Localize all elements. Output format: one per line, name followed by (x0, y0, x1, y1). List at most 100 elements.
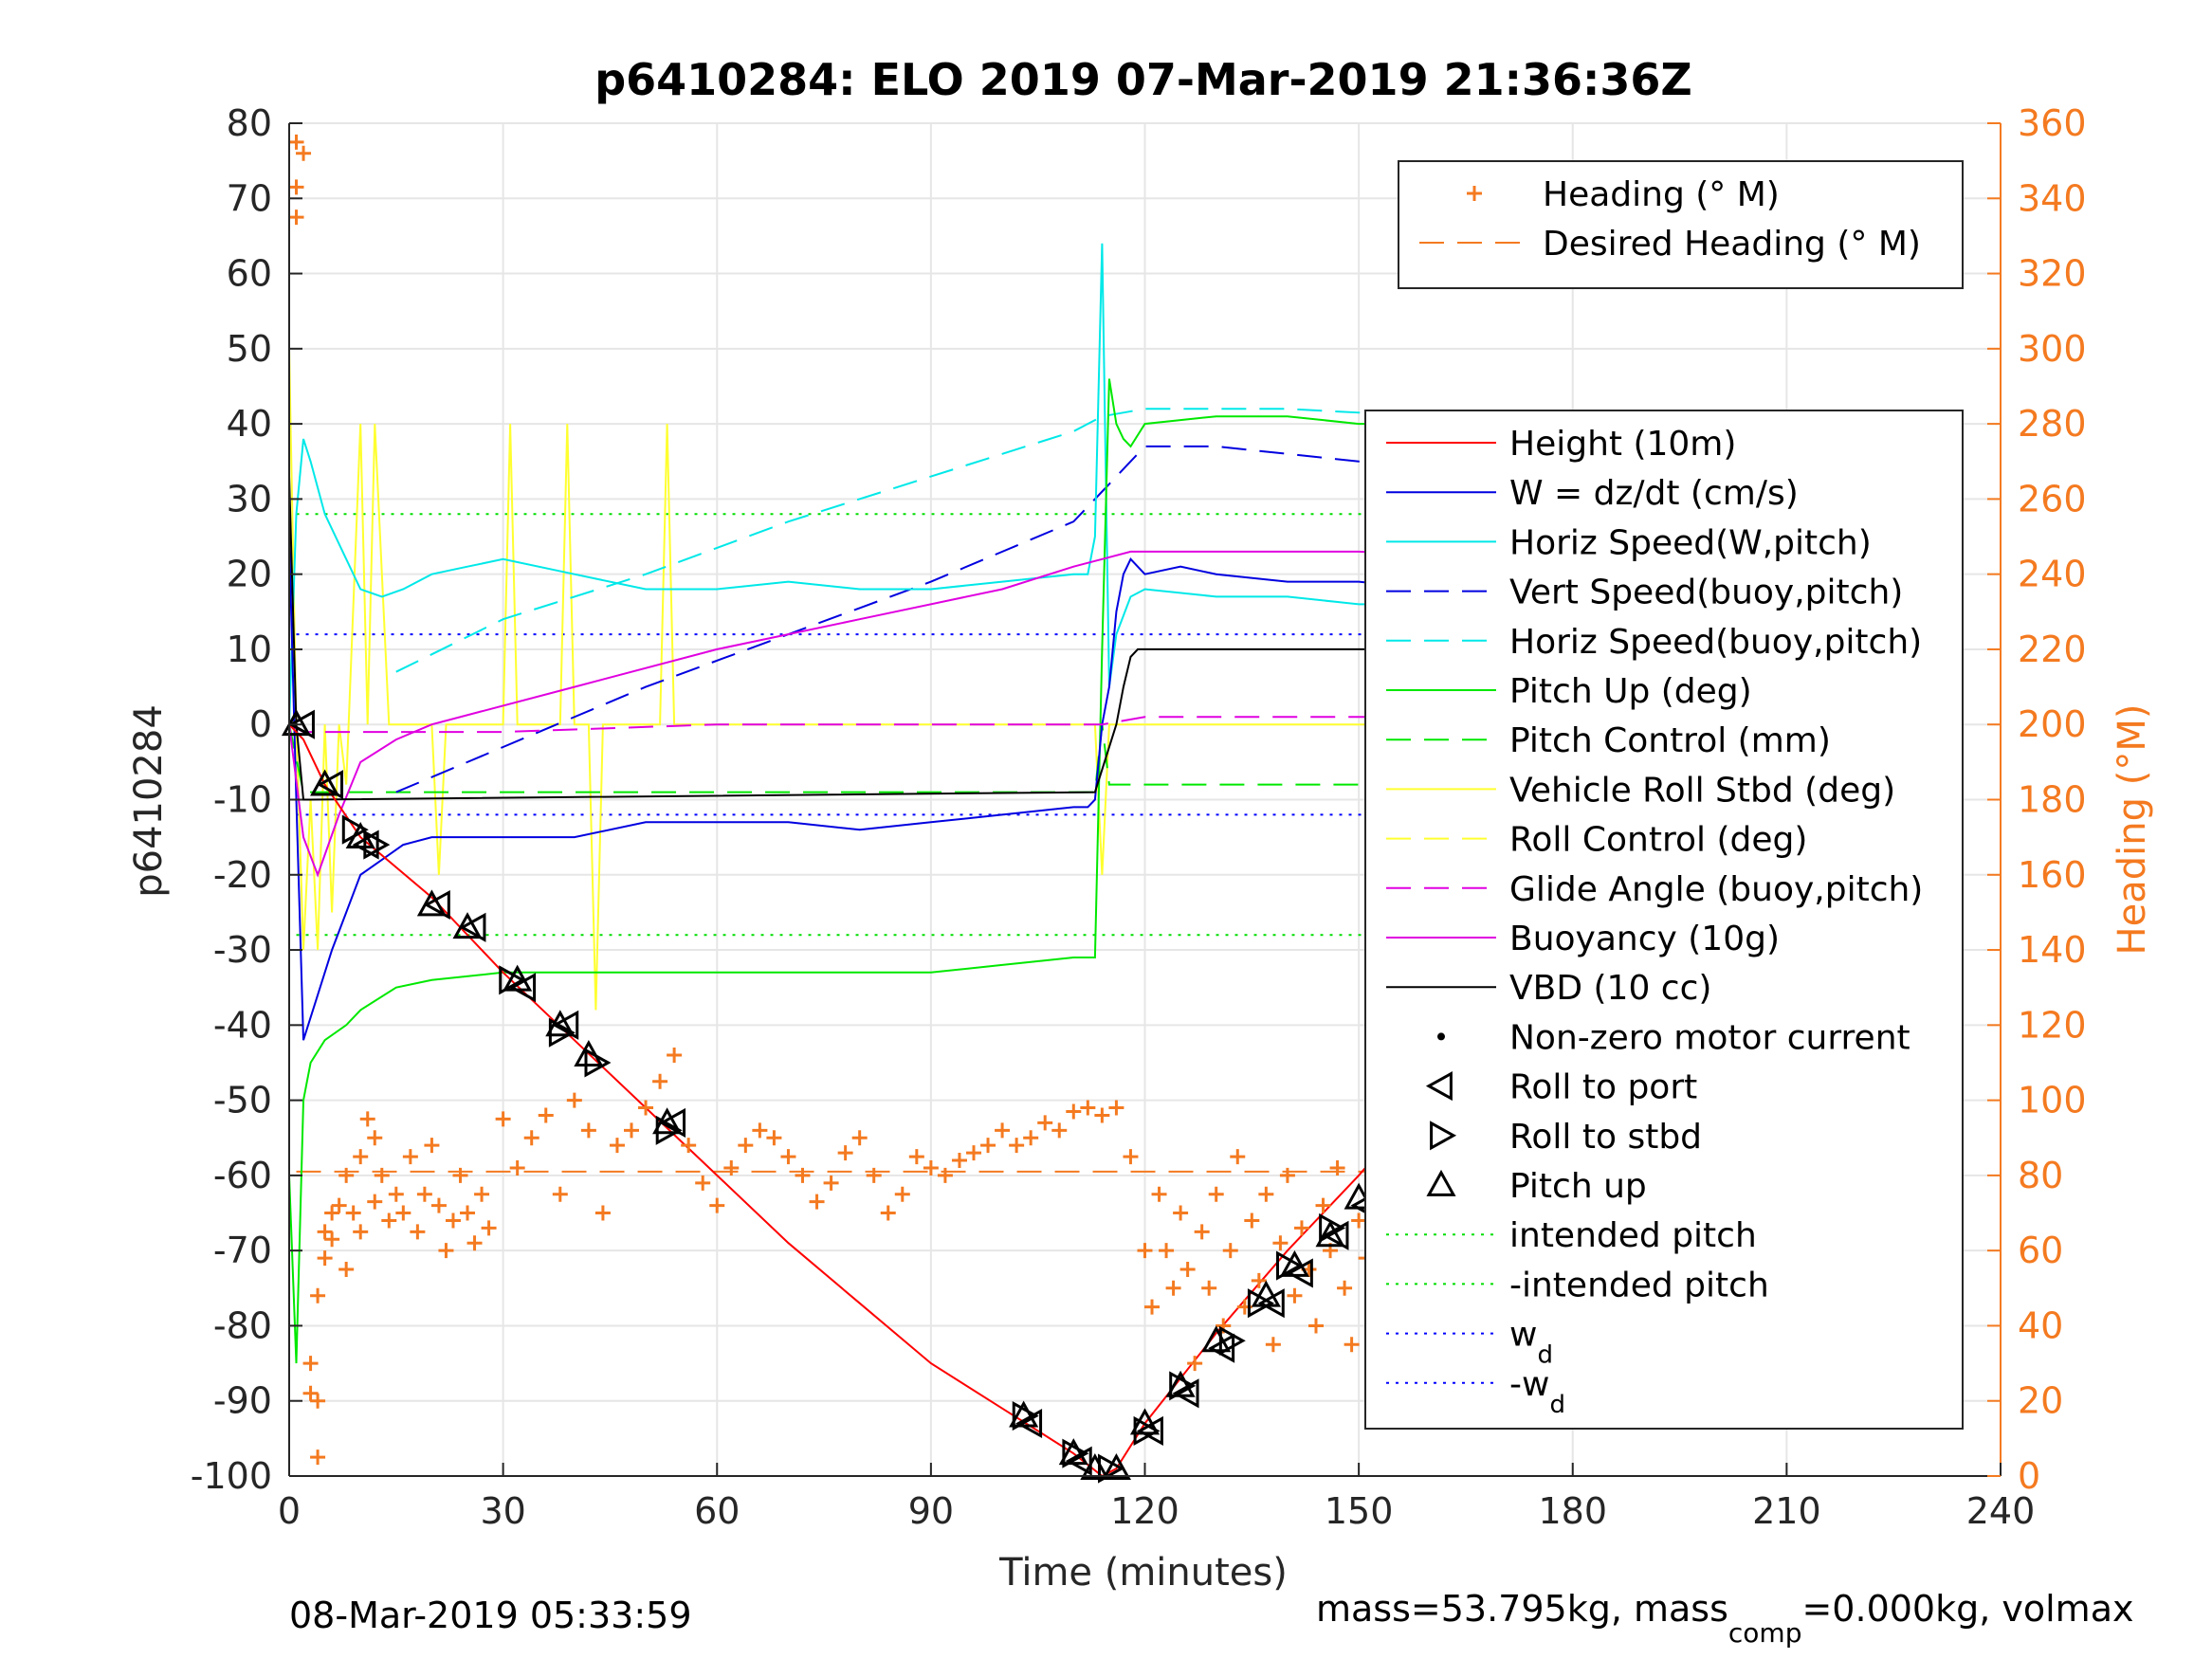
heading-point (1173, 1205, 1189, 1221)
heading-point (324, 1231, 340, 1248)
heading-point (738, 1138, 754, 1154)
heading-point (1023, 1130, 1039, 1146)
heading-point (310, 1449, 326, 1466)
roll-port-marker (352, 830, 379, 860)
legend-main-label: Pitch Control (mm) (1509, 721, 1831, 760)
heading-point (359, 1111, 375, 1127)
heading-point (430, 1197, 447, 1213)
heading-point (296, 145, 312, 161)
y-right-tick-label: 160 (2018, 854, 2087, 896)
roll-stbd-marker (499, 965, 526, 995)
heading-point (1009, 1138, 1025, 1154)
legend-main-swatch (1426, 1169, 1456, 1196)
heading-point (1351, 1212, 1367, 1229)
heading-point (566, 1092, 582, 1108)
heading-point (1251, 1272, 1267, 1288)
y-left-tick-label: 80 (227, 102, 272, 144)
heading-point (552, 1186, 568, 1202)
y-right-tick-label: 140 (2018, 929, 2087, 971)
legend-main-label: VBD (10 cc) (1509, 969, 1711, 1008)
heading-point (1279, 1167, 1295, 1183)
footer-mass: mass=53.795kg, masscomp=0.000kg, volmax (1316, 1588, 2133, 1649)
heading-point (1258, 1186, 1274, 1202)
roll-stbd-marker (341, 814, 369, 845)
y-left-tick-label: 40 (227, 403, 272, 445)
footer-date: 08-Mar-2019 05:33:59 (289, 1595, 692, 1636)
y-right-tick-label: 240 (2018, 554, 2087, 595)
heading-point (338, 1167, 355, 1183)
heading-point (324, 1205, 340, 1221)
legend-heading: Heading (° M) Desired Heading (° M) (1398, 160, 1964, 289)
heading-point (1151, 1186, 1167, 1202)
y-left-tick-label: 70 (227, 177, 272, 219)
glide-series (288, 716, 1894, 734)
heading-point (638, 1100, 654, 1116)
x-tick-label: 240 (1966, 1490, 2036, 1532)
heading-point (1037, 1115, 1053, 1131)
roll-port-marker (1015, 1408, 1043, 1439)
y-left-tick-label: -30 (213, 929, 272, 971)
legend-main-label: Horiz Speed(buoy,pitch) (1509, 623, 1922, 662)
roll-port-marker (423, 889, 450, 921)
roll-stbd-marker (655, 1115, 683, 1145)
y-right-tick-label: 360 (2018, 102, 2087, 144)
heading-point (424, 1138, 440, 1154)
heading-point (594, 1205, 611, 1221)
legend-main-label: Roll to port (1509, 1068, 1697, 1107)
heading-point (1165, 1280, 1181, 1296)
y-axis-label-left: p6410284 (127, 704, 171, 898)
roll-port-marker (1172, 1378, 1199, 1409)
x-tick-label: 60 (694, 1490, 740, 1532)
heading-point (1244, 1212, 1260, 1229)
heading-point (837, 1145, 853, 1161)
roll-port-marker (287, 709, 315, 739)
y-left-tick-label: -100 (191, 1455, 272, 1497)
y-left-tick-label: 0 (249, 703, 272, 745)
heading-point (1137, 1243, 1153, 1259)
heading-point (481, 1220, 497, 1236)
heading-point (1315, 1197, 1331, 1213)
legend-main-label: Roll Control (deg) (1509, 821, 1807, 860)
heading-point (766, 1130, 782, 1146)
heading-point (410, 1224, 426, 1240)
heading-point (338, 1261, 355, 1277)
legend-main-label: intended pitch (1509, 1216, 1757, 1255)
y-left-tick-label: -10 (213, 779, 272, 821)
heading-point (1159, 1243, 1175, 1259)
roll-port-marker (317, 770, 344, 800)
roll-port-marker (509, 973, 537, 1003)
heading-point (652, 1073, 668, 1089)
heading-point (1080, 1100, 1096, 1116)
roll-stbd-marker (1169, 1371, 1197, 1401)
legend-main-label: Horiz Speed(W,pitch) (1509, 523, 1872, 562)
heading-point (1308, 1318, 1324, 1334)
legend-main-label: W = dz/dt (cm/s) (1509, 474, 1799, 513)
y-right-tick-label: 60 (2018, 1230, 2063, 1271)
legend-main: Height (10m) W = dz/dt (cm/s) Horiz Speed(… (1364, 410, 1964, 1430)
y-right-tick-label: 120 (2018, 1004, 2087, 1046)
legend-main-label: Roll to stbd (1509, 1118, 1702, 1157)
y-left-tick-label: -40 (213, 1004, 272, 1046)
heading-point (951, 1153, 967, 1169)
heading-point (353, 1224, 369, 1240)
legend-main-label: Pitch up (1509, 1167, 1647, 1206)
pitch-up-marker (281, 709, 312, 737)
heading-point (302, 1356, 319, 1372)
legend-main-label: Non-zero motor current (1509, 1018, 1910, 1057)
pitch-up-marker (1101, 1452, 1131, 1480)
heading-point (908, 1149, 924, 1165)
heading-point (367, 1194, 383, 1210)
roll-port-marker (1286, 1258, 1313, 1288)
heading-point (1051, 1122, 1068, 1139)
roll-stbd-marker (363, 830, 391, 860)
heading-point (923, 1159, 939, 1176)
y-right-tick-label: 40 (2018, 1304, 2063, 1346)
y-left-tick-label: -70 (213, 1230, 272, 1271)
roll-port-marker (1257, 1288, 1285, 1319)
heading-point (823, 1175, 839, 1191)
heading-point (752, 1122, 768, 1139)
legend-heading-label: Heading (° M) (1543, 175, 1780, 214)
heading-point (1230, 1149, 1246, 1165)
heading-point (288, 179, 304, 195)
